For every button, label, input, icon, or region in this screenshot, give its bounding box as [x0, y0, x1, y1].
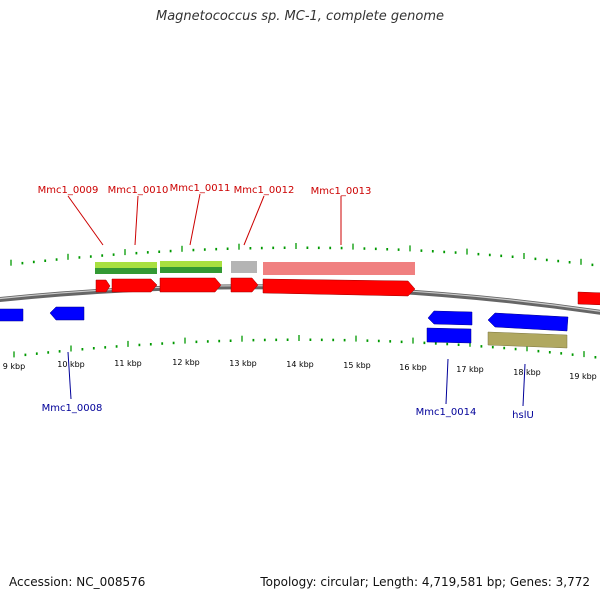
kbp-label: 18 kbp	[513, 368, 541, 377]
cds-forward-right-edge[interactable]	[577, 291, 600, 306]
topology-summary: Topology: circular; Length: 4,719,581 bp…	[260, 575, 590, 589]
accession-text: Accession: NC_008576	[9, 575, 146, 589]
kbp-label: 15 kbp	[343, 361, 371, 370]
cds-forward-mmc1-0009[interactable]	[95, 279, 111, 293]
kbp-scale: 9 kbp 10 kbp 11 kbp 12 kbp 13 kbp 14 kbp…	[3, 358, 597, 381]
kbp-label: 10 kbp	[57, 360, 85, 369]
ticks-top	[10, 243, 594, 267]
leader-mmc1-0014	[445, 358, 449, 405]
kbp-label: 12 kbp	[172, 358, 200, 367]
kbp-label: 13 kbp	[229, 359, 257, 368]
feature-green-1	[95, 268, 157, 274]
leader-mmc1-0008	[67, 351, 72, 400]
gene-label-mmc1-0010[interactable]: Mmc1_0010	[108, 185, 169, 196]
kbp-label: 17 kbp	[456, 365, 484, 374]
feature-rna-hslu	[487, 331, 568, 349]
gene-label-mmc1-0011[interactable]: Mmc1_0011	[170, 183, 231, 194]
cds-forward-mmc1-0013[interactable]	[262, 278, 416, 297]
cds-forward-mmc1-0011[interactable]	[159, 277, 222, 293]
gene-label-mmc1-0012[interactable]: Mmc1_0012	[234, 185, 295, 196]
cds-forward-mmc1-0012[interactable]	[230, 277, 259, 293]
kbp-label: 16 kbp	[399, 363, 427, 372]
map-title: Magnetococcus sp. MC-1, complete genome	[155, 9, 445, 24]
gene-label-hslu[interactable]: hslU	[512, 410, 534, 421]
leader-hslu	[522, 363, 526, 407]
feature-lime-1	[95, 262, 157, 268]
feature-grey	[231, 261, 257, 273]
cds-reverse-mmc1-0008[interactable]	[49, 306, 85, 321]
feature-lime-2	[160, 261, 222, 267]
gene-label-mmc1-0009[interactable]: Mmc1_0009	[38, 185, 99, 196]
leader-mmc1-0012	[243, 195, 265, 246]
kbp-label: 9 kbp	[3, 362, 25, 371]
cds-forward-mmc1-0010[interactable]	[111, 278, 158, 293]
cds-reverse-hslu[interactable]	[487, 312, 569, 332]
leader-mmc1-0011	[189, 193, 201, 246]
cds-reverse-mmc1-0014-b[interactable]	[426, 327, 472, 344]
cds-reverse-mmc1-0014-a[interactable]	[427, 310, 473, 326]
gene-label-mmc1-0013[interactable]: Mmc1_0013	[311, 186, 372, 197]
gene-label-mmc1-0008[interactable]: Mmc1_0008	[42, 403, 103, 414]
gene-label-mmc1-0014[interactable]: Mmc1_0014	[416, 407, 477, 418]
leader-mmc1-0009	[67, 195, 104, 246]
leader-mmc1-0010	[134, 195, 139, 246]
kbp-label: 19 kbp	[569, 372, 597, 381]
kbp-label: 11 kbp	[114, 359, 142, 368]
kbp-label: 14 kbp	[286, 360, 314, 369]
feature-green-2	[160, 267, 222, 273]
feature-pink	[263, 262, 415, 275]
cds-reverse-left-edge[interactable]	[0, 308, 24, 322]
ticks-bottom	[13, 335, 597, 359]
